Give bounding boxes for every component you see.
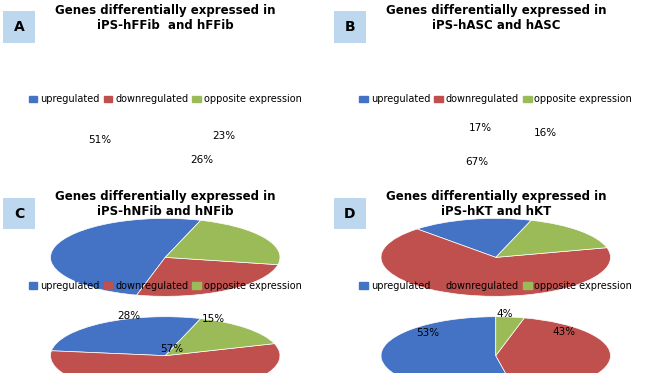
Wedge shape xyxy=(417,219,531,257)
Text: 15%: 15% xyxy=(202,314,225,324)
Text: Genes differentially expressed in
iPS-hFFib  and hFFib: Genes differentially expressed in iPS-hF… xyxy=(55,4,276,32)
Wedge shape xyxy=(381,317,518,373)
Text: 43%: 43% xyxy=(553,327,576,337)
Wedge shape xyxy=(137,257,278,296)
Text: 28%: 28% xyxy=(117,311,140,322)
Wedge shape xyxy=(50,344,280,373)
Text: 17%: 17% xyxy=(469,123,492,133)
Text: Genes differentially expressed in
iPS-hKT and hKT: Genes differentially expressed in iPS-hK… xyxy=(385,190,606,218)
Text: 51%: 51% xyxy=(88,135,111,145)
Legend: upregulated, downregulated, opposite expression: upregulated, downregulated, opposite exp… xyxy=(359,94,633,104)
Text: A: A xyxy=(14,20,24,34)
Text: B: B xyxy=(344,20,355,34)
Wedge shape xyxy=(165,220,280,265)
Text: 53%: 53% xyxy=(416,328,440,338)
Wedge shape xyxy=(50,219,201,295)
Text: 4%: 4% xyxy=(496,309,512,319)
Wedge shape xyxy=(381,229,611,296)
Text: 16%: 16% xyxy=(534,128,557,138)
Wedge shape xyxy=(165,319,274,356)
Text: C: C xyxy=(14,207,24,220)
Wedge shape xyxy=(496,317,524,356)
Legend: upregulated, downregulated, opposite expression: upregulated, downregulated, opposite exp… xyxy=(28,94,302,104)
Text: 26%: 26% xyxy=(190,155,214,165)
Text: Genes differentially expressed in
iPS-hASC and hASC: Genes differentially expressed in iPS-hA… xyxy=(385,4,606,32)
Wedge shape xyxy=(52,317,201,356)
Text: 57%: 57% xyxy=(160,344,183,354)
Text: 23%: 23% xyxy=(212,131,235,141)
Legend: upregulated, downregulated, opposite expression: upregulated, downregulated, opposite exp… xyxy=(359,281,633,291)
Wedge shape xyxy=(496,220,607,257)
Wedge shape xyxy=(496,318,611,373)
Text: Genes differentially expressed in
iPS-hNFib and hNFib: Genes differentially expressed in iPS-hN… xyxy=(55,190,276,218)
Legend: upregulated, downregulated, opposite expression: upregulated, downregulated, opposite exp… xyxy=(28,281,302,291)
Text: D: D xyxy=(344,207,356,220)
Text: 67%: 67% xyxy=(465,157,488,167)
